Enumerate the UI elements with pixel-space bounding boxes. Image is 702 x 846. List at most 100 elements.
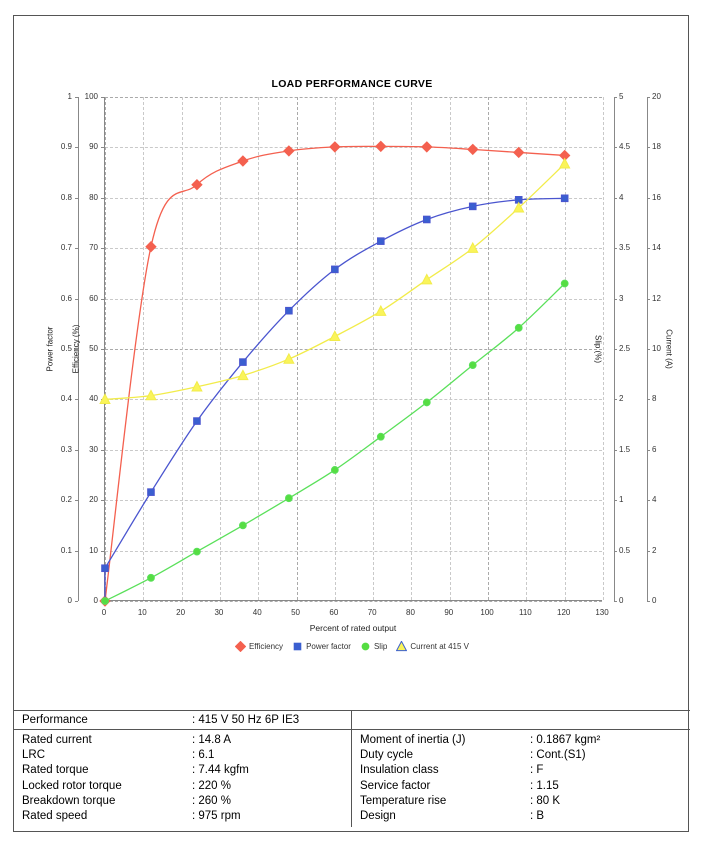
tick-mark — [75, 147, 78, 149]
legend-item-current-at-415-v[interactable]: Current at 415 V — [396, 641, 469, 652]
gridline-horizontal — [105, 147, 602, 149]
spec-value: : 975 rpm — [192, 809, 241, 822]
spec-key: Breakdown torque — [22, 794, 116, 807]
spec-key: Insulation class — [360, 764, 439, 777]
spec-value: : F — [530, 764, 544, 777]
spec-value: : 260 % — [192, 794, 231, 807]
legend-label: Efficiency — [248, 642, 284, 651]
axis-tick-label-current: 16 — [652, 192, 661, 202]
x-tick-label: 20 — [176, 608, 186, 617]
axis-title-efficiency: Efficiency (%) — [71, 324, 81, 374]
gridline-vertical — [181, 97, 183, 600]
spec-key: Moment of inertia (J) — [360, 734, 466, 746]
axis-tick-label-power-factor: 0.9 — [60, 142, 72, 152]
axis-tick-label-efficiency: 40 — [89, 394, 98, 404]
tick-mark — [614, 500, 617, 502]
axis-tick-label-power-factor: 0 — [67, 596, 72, 605]
spec-detail-row: Rated current LRC Rated torque Locked rotor… — [14, 730, 690, 828]
legend-item-efficiency[interactable]: Efficiency — [234, 641, 284, 652]
gridline-vertical — [603, 97, 604, 600]
axis-tick-label-power-factor: 0.1 — [60, 545, 72, 555]
axis-tick-label-current: 20 — [652, 92, 661, 101]
spec-left-values: : 14.8 A: 6.1: 7.44 kgfm: 220 %: 260 %: … — [184, 730, 351, 827]
spec-value: : 1.15 — [530, 779, 559, 792]
gridline-horizontal — [105, 500, 602, 502]
x-tick-label: 110 — [518, 608, 532, 617]
axis-line-power-factor — [78, 97, 79, 601]
gridline-vertical — [488, 97, 490, 600]
gridline-vertical — [296, 97, 298, 600]
axis-tick-label-power-factor: 1 — [67, 92, 72, 101]
gridline-horizontal — [105, 601, 602, 602]
axis-tick-label-current: 10 — [652, 344, 661, 353]
axis-tick-label-current: 6 — [652, 444, 657, 454]
series-layer — [99, 140, 571, 607]
spec-value: : 0.1867 kgm² — [530, 734, 601, 746]
axis-tick-label-slip: 2 — [619, 394, 624, 404]
x-tick-label: 10 — [137, 608, 147, 617]
spec-key: Service factor — [360, 779, 431, 792]
axis-tick-label-current: 18 — [652, 142, 661, 152]
tick-mark — [614, 601, 617, 602]
x-tick-label: 60 — [329, 608, 339, 617]
gridline-horizontal — [105, 298, 602, 300]
performance-label: Performance — [22, 714, 88, 726]
tick-mark — [101, 500, 104, 502]
tick-mark — [75, 601, 78, 602]
tick-mark — [75, 197, 78, 199]
series-efficiency — [99, 140, 571, 607]
plot-area — [99, 97, 604, 607]
tick-mark — [614, 449, 617, 451]
axis-tick-label-slip: 4 — [619, 192, 624, 202]
spec-key: Rated speed — [22, 809, 88, 822]
x-axis-title: Percent of rated output — [309, 623, 397, 633]
tick-mark — [614, 248, 617, 250]
legend-item-power-factor[interactable]: Power factor — [292, 641, 351, 652]
gridline-horizontal — [105, 399, 602, 401]
axis-tick-label-current: 4 — [652, 495, 657, 505]
tick-mark — [75, 349, 78, 350]
triangle-marker-icon — [396, 641, 408, 652]
x-tick-label: 0 — [101, 608, 107, 617]
legend-label: Power factor — [306, 642, 351, 651]
tick-mark — [614, 349, 617, 350]
performance-value: : 415 V 50 Hz 6P IE3 — [192, 714, 300, 726]
tick-mark — [614, 147, 617, 149]
axis-tick-label-efficiency: 70 — [89, 243, 98, 253]
spec-key: Locked rotor torque — [22, 779, 122, 792]
tick-mark — [647, 248, 650, 250]
gridline-vertical — [373, 97, 375, 600]
chart-panel: LOAD PERFORMANCE CURVE 0 0.1 0.2 0.3 0.4 0.5 0… — [14, 16, 690, 704]
axis-title-power-factor: Power factor — [45, 326, 55, 372]
gridline-horizontal — [105, 449, 602, 451]
axis-tick-label-slip: 1 — [619, 495, 624, 505]
legend-item-slip[interactable]: Slip — [360, 641, 387, 652]
gridline-vertical — [449, 97, 451, 600]
gridline-vertical — [411, 97, 413, 600]
axis-tick-label-power-factor: 0.5 — [60, 344, 72, 353]
axis-tick-label-current: 12 — [652, 293, 661, 303]
x-tick-label: 90 — [444, 608, 454, 617]
x-tick-label: 130 — [595, 608, 609, 617]
spec-key: Temperature rise — [360, 794, 447, 807]
tick-mark — [614, 550, 617, 552]
axis-tick-label-efficiency: 60 — [89, 293, 98, 303]
tick-mark — [647, 449, 650, 451]
gridline-vertical — [143, 97, 145, 600]
tick-mark — [75, 298, 78, 300]
x-tick-label: 120 — [557, 608, 571, 617]
performance-left: Performance : 415 V 50 Hz 6P IE3 — [14, 711, 352, 729]
page-frame: LOAD PERFORMANCE CURVE 0 0.1 0.2 0.3 0.4 0.5 0… — [13, 15, 690, 832]
performance-row: Performance : 415 V 50 Hz 6P IE3 — [14, 711, 690, 730]
spec-value: : 7.44 kgfm — [192, 764, 249, 777]
tick-mark — [101, 197, 104, 199]
tick-mark — [101, 97, 104, 98]
spec-value: : 80 K — [530, 794, 561, 807]
gridline-horizontal — [105, 550, 602, 552]
tick-mark — [647, 601, 650, 602]
axis-tick-label-current: 14 — [652, 243, 661, 253]
axis-tick-label-power-factor: 0.7 — [60, 243, 72, 253]
plot-grid — [105, 97, 604, 602]
axis-tick-label-power-factor: 0.3 — [60, 444, 72, 454]
axis-tick-label-slip: 0 — [619, 596, 624, 605]
